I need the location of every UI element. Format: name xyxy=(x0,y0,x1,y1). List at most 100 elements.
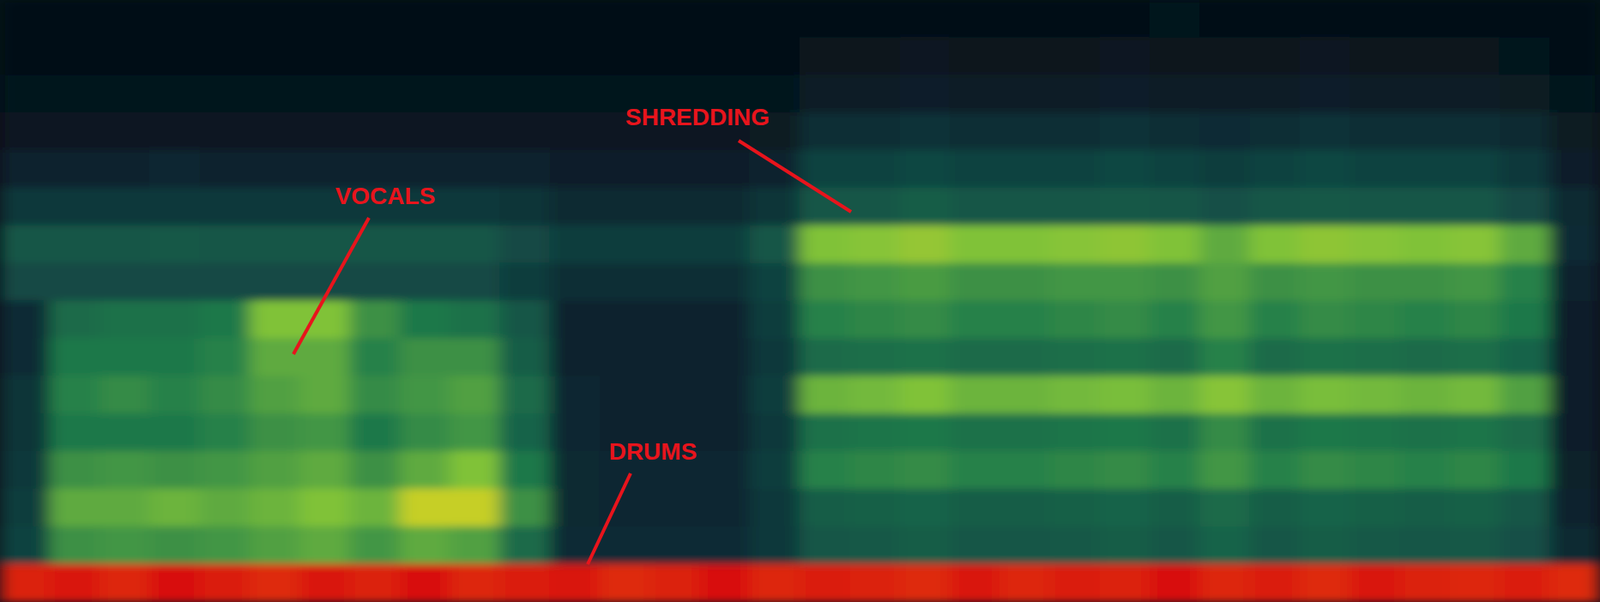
heatmap-cell xyxy=(1149,526,1201,566)
heatmap-cell xyxy=(399,338,451,377)
heatmap-cell xyxy=(99,526,151,566)
heatmap-cell xyxy=(499,112,550,151)
cells xyxy=(0,0,1600,602)
heatmap-cell xyxy=(899,451,951,490)
heatmap-cell xyxy=(1199,301,1250,340)
heatmap-cell xyxy=(1049,36,1100,76)
heatmap-cell xyxy=(1549,0,1600,38)
heatmap-cell xyxy=(299,301,351,340)
heatmap-cell xyxy=(849,489,900,528)
heatmap-cell xyxy=(999,74,1051,114)
heatmap-cell xyxy=(199,301,251,340)
heatmap-cell xyxy=(0,413,51,453)
heatmap-cell xyxy=(49,301,101,340)
heatmap-cell xyxy=(1249,413,1301,453)
heatmap-cell xyxy=(999,375,1051,415)
heatmap-cell xyxy=(1449,112,1501,151)
heatmap-cell xyxy=(1199,112,1250,151)
heatmap-cell xyxy=(649,187,701,227)
annotation-label: SHREDDING xyxy=(625,103,770,131)
heatmap-cell xyxy=(1449,263,1501,302)
heatmap-cell xyxy=(349,451,400,490)
heatmap-cell xyxy=(999,112,1051,151)
heatmap-cell xyxy=(699,187,750,227)
heatmap-cell xyxy=(499,263,550,302)
heatmap-cell xyxy=(1199,0,1250,38)
heatmap-cell xyxy=(1349,263,1401,302)
heatmap-cell xyxy=(549,36,601,76)
heatmap-cell xyxy=(99,36,151,76)
heatmap-cell xyxy=(1299,413,1351,453)
heatmap-cell xyxy=(449,187,501,227)
heatmap-cell xyxy=(449,112,501,151)
heatmap-cell xyxy=(199,74,251,114)
heatmap-cell xyxy=(1099,263,1151,302)
heatmap-cell xyxy=(1349,564,1401,602)
heatmap-cell xyxy=(849,301,900,340)
heatmap-cell xyxy=(1199,263,1250,302)
heatmap-cell xyxy=(749,0,801,38)
heatmap-cell xyxy=(1349,413,1401,453)
heatmap-cell xyxy=(199,150,251,189)
heatmap-cell xyxy=(249,74,301,114)
heatmap-cell xyxy=(949,375,1001,415)
heatmap-cell xyxy=(749,413,801,453)
heatmap-cell xyxy=(49,112,101,151)
heatmap-cell xyxy=(799,301,851,340)
heatmap-cell xyxy=(899,225,951,265)
heatmap-cell xyxy=(249,375,301,415)
heatmap-cell xyxy=(1249,564,1301,602)
heatmap-cell xyxy=(149,338,200,377)
heatmap-cell xyxy=(1449,338,1501,377)
heatmap-cell xyxy=(1149,187,1201,227)
heatmap-cell xyxy=(349,338,400,377)
heatmap-cell xyxy=(449,451,501,490)
heatmap-cell xyxy=(449,413,501,453)
heatmap-cell xyxy=(1149,263,1201,302)
heatmap-cell xyxy=(699,526,750,566)
heatmap-cell xyxy=(1099,564,1151,602)
heatmap-cell xyxy=(699,489,750,528)
heatmap-cell xyxy=(1049,564,1100,602)
heatmap-cell xyxy=(99,187,151,227)
heatmap-cell xyxy=(1549,489,1600,528)
heatmap-cell xyxy=(1499,225,1551,265)
heatmap-cell xyxy=(1249,187,1301,227)
heatmap-cell xyxy=(399,36,451,76)
heatmap-cell xyxy=(1049,263,1100,302)
heatmap-cell xyxy=(1549,74,1600,114)
heatmap-cell xyxy=(149,564,200,602)
heatmap-cell xyxy=(1299,564,1351,602)
heatmap-cell xyxy=(949,112,1001,151)
heatmap-cell xyxy=(799,451,851,490)
heatmap-cell xyxy=(149,187,200,227)
heatmap-cell xyxy=(499,564,550,602)
heatmap-cell xyxy=(1249,74,1301,114)
heatmap-cell xyxy=(449,489,501,528)
heatmap-cell xyxy=(249,150,301,189)
heatmap-cell xyxy=(1299,150,1351,189)
heatmap-cell xyxy=(99,564,151,602)
heatmap-cell xyxy=(49,263,101,302)
heatmap-cell xyxy=(899,74,951,114)
heatmap-cell xyxy=(549,413,601,453)
heatmap-cell xyxy=(1499,36,1551,76)
heatmap-cell xyxy=(1349,301,1401,340)
heatmap-cell xyxy=(399,413,451,453)
heatmap-cell xyxy=(499,0,550,38)
heatmap-cell xyxy=(749,225,801,265)
heatmap-cell xyxy=(149,263,200,302)
heatmap-cell xyxy=(999,338,1051,377)
heatmap-cell xyxy=(599,526,651,566)
heatmap-cell xyxy=(49,489,101,528)
heatmap-cell xyxy=(1249,150,1301,189)
heatmap-cell xyxy=(149,375,200,415)
heatmap-cell xyxy=(1349,489,1401,528)
heatmap-cell xyxy=(299,112,351,151)
heatmap-cell xyxy=(949,338,1001,377)
heatmap-cell xyxy=(1549,187,1600,227)
heatmap-cell xyxy=(0,150,51,189)
heatmap-cell xyxy=(1449,74,1501,114)
heatmap-cell xyxy=(1549,338,1600,377)
heatmap-cell xyxy=(899,526,951,566)
